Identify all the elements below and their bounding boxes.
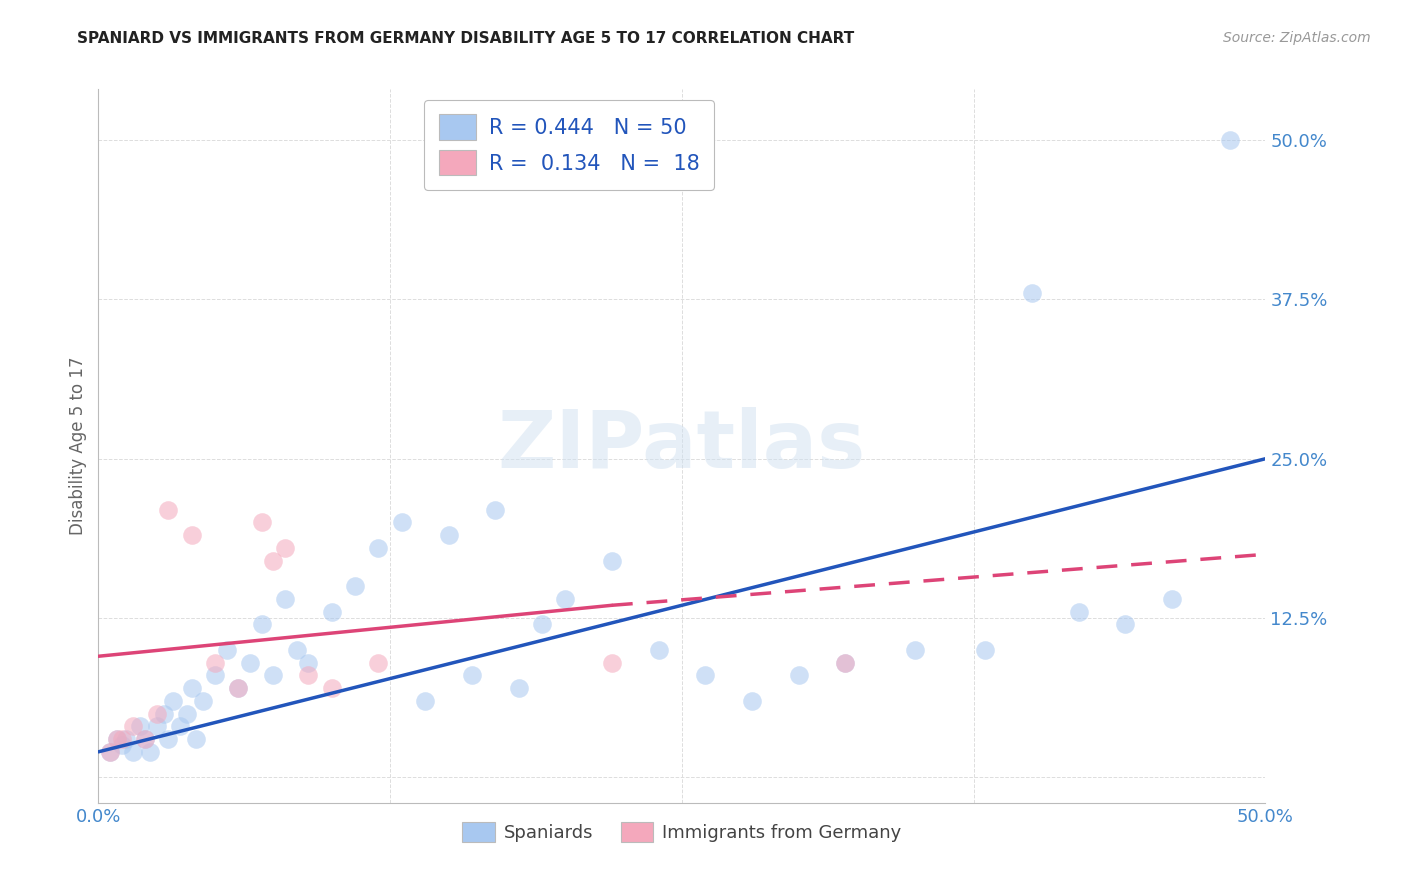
Text: ZIPatlas: ZIPatlas [498, 407, 866, 485]
Point [146, 706, 169, 721]
Point [105, 732, 128, 747]
Point [146, 719, 169, 733]
Point [204, 668, 226, 682]
Point [904, 643, 927, 657]
Point [134, 732, 156, 747]
Point [1114, 617, 1136, 632]
Point [134, 732, 156, 747]
Point [974, 643, 997, 657]
Point [647, 643, 669, 657]
Legend: Spaniards, Immigrants from Germany: Spaniards, Immigrants from Germany [454, 813, 910, 851]
Point [600, 656, 623, 670]
Point [157, 732, 180, 747]
Point [176, 706, 198, 721]
Point [1021, 286, 1043, 301]
Point [321, 681, 343, 695]
Point [129, 719, 152, 733]
Point [250, 516, 273, 530]
Y-axis label: Disability Age 5 to 17: Disability Age 5 to 17 [69, 357, 87, 535]
Point [508, 681, 530, 695]
Point [98, 745, 121, 759]
Point [239, 656, 262, 670]
Point [1161, 591, 1184, 606]
Point [111, 732, 134, 747]
Point [344, 579, 367, 593]
Point [1219, 133, 1241, 147]
Point [367, 656, 389, 670]
Point [437, 528, 460, 542]
Point [122, 719, 145, 733]
Point [105, 732, 128, 747]
Point [834, 656, 856, 670]
Point [297, 668, 319, 682]
Point [169, 719, 191, 733]
Point [834, 656, 856, 670]
Point [215, 643, 238, 657]
Point [228, 681, 250, 695]
Point [274, 541, 297, 555]
Point [228, 681, 250, 695]
Point [204, 656, 226, 670]
Point [285, 643, 308, 657]
Point [741, 694, 763, 708]
Point [461, 668, 484, 682]
Point [367, 541, 389, 555]
Point [250, 617, 273, 632]
Point [180, 528, 202, 542]
Point [1067, 605, 1090, 619]
Point [554, 591, 576, 606]
Point [152, 706, 174, 721]
Point [484, 502, 506, 516]
Point [157, 502, 180, 516]
Point [262, 554, 284, 568]
Point [413, 694, 436, 708]
Point [162, 694, 184, 708]
Point [600, 554, 623, 568]
Point [530, 617, 553, 632]
Point [193, 694, 215, 708]
Point [98, 745, 121, 759]
Point [122, 745, 145, 759]
Point [262, 668, 284, 682]
Point [115, 732, 138, 747]
Text: SPANIARD VS IMMIGRANTS FROM GERMANY DISABILITY AGE 5 TO 17 CORRELATION CHART: SPANIARD VS IMMIGRANTS FROM GERMANY DISA… [77, 31, 855, 46]
Point [297, 656, 319, 670]
Point [139, 745, 162, 759]
Point [111, 739, 134, 753]
Point [180, 681, 202, 695]
Point [391, 516, 413, 530]
Point [274, 591, 297, 606]
Text: Source: ZipAtlas.com: Source: ZipAtlas.com [1223, 31, 1371, 45]
Point [186, 732, 208, 747]
Point [787, 668, 810, 682]
Point [695, 668, 717, 682]
Point [321, 605, 343, 619]
